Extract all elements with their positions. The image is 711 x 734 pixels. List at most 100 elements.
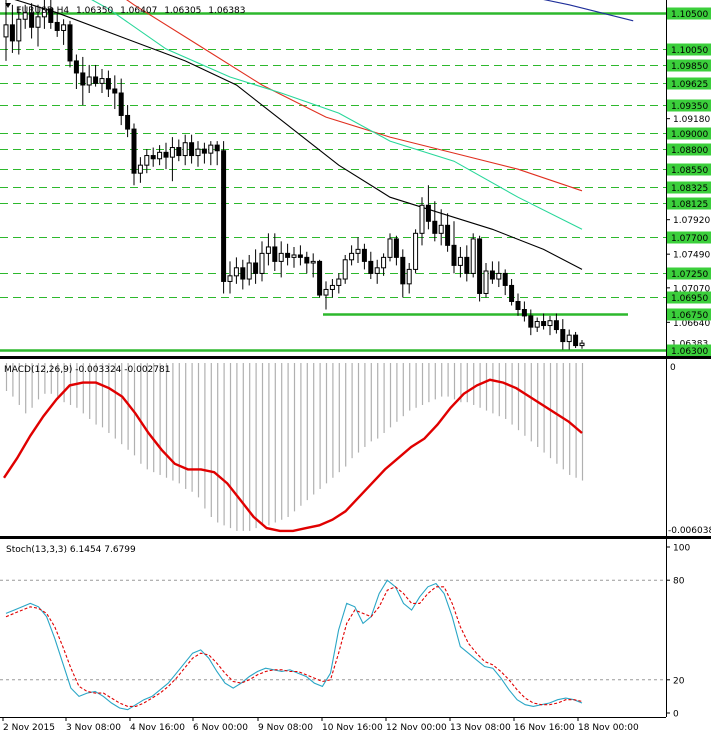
candle	[163, 142, 169, 170]
candle-body	[201, 148, 207, 154]
candle	[259, 241, 265, 282]
candle-body	[566, 334, 572, 343]
time-label: 9 Nov 08:00	[258, 723, 313, 733]
candle	[93, 64, 99, 87]
candle-body	[169, 147, 175, 158]
candle	[144, 149, 150, 174]
ma_long-line	[543, 0, 634, 22]
candle-body	[285, 252, 291, 258]
candle-body	[445, 224, 451, 246]
level-label-text: 1.06950	[671, 294, 708, 304]
candle	[169, 137, 175, 182]
time-label: 18 Nov 00:00	[578, 723, 639, 733]
level-label-text: 1.09000	[671, 130, 708, 140]
level-label-bg	[667, 7, 711, 20]
level-label: 1.08800	[667, 143, 711, 156]
candle	[150, 147, 156, 167]
level-label: 1.09850	[667, 59, 711, 72]
candle-body	[272, 246, 278, 262]
candle	[118, 78, 124, 126]
candle	[560, 319, 566, 350]
candle-body	[176, 147, 182, 157]
candle-body	[16, 18, 22, 42]
candle-body	[233, 267, 239, 277]
level-label-bg	[667, 181, 711, 194]
candle-body	[67, 24, 73, 62]
symbol-label: EURUSD,H4	[16, 6, 69, 16]
candle	[489, 261, 495, 284]
level-label-bg	[667, 267, 711, 280]
candle-body	[189, 142, 195, 157]
candle-body	[86, 76, 92, 86]
candle	[291, 246, 297, 268]
macd-signal-line	[3, 378, 583, 533]
price-panel[interactable]: EURUSD,H4 1.06350 1.06407 1.06305 1.0638…	[0, 0, 666, 356]
candle-body	[464, 256, 470, 274]
macd-panel[interactable]: MACD(12,26,9) -0.003324 -0.002781 0 -0.0…	[3, 363, 711, 536]
candle	[310, 253, 316, 278]
time-label: 12 Nov 00:00	[386, 723, 447, 733]
candle	[112, 75, 118, 110]
candle	[272, 233, 278, 272]
candle-body	[99, 78, 105, 84]
candle	[157, 145, 163, 166]
candle-body	[182, 142, 188, 157]
candle-body	[374, 267, 380, 274]
candle-body	[317, 260, 323, 296]
candle-body	[361, 248, 367, 262]
stoch_main-line	[5, 579, 583, 711]
candle-body	[310, 260, 316, 264]
level-label-text: 1.08800	[671, 146, 708, 156]
candle	[3, 0, 9, 61]
candle	[253, 249, 259, 284]
candle-body	[137, 164, 143, 174]
candle	[80, 56, 86, 106]
panel-separator[interactable]	[0, 536, 711, 539]
level-label-text: 1.07250	[671, 270, 708, 280]
level-label: 1.09350	[667, 99, 711, 112]
candle	[16, 6, 22, 55]
candle	[413, 229, 419, 274]
candle-body	[297, 254, 303, 258]
candle	[521, 301, 527, 322]
stoch-panel[interactable]: Stoch(13,3,3) 6.1454 7.6799 100 80 20 0	[0, 544, 690, 720]
candle	[579, 339, 585, 349]
moving-averages	[14, 0, 634, 270]
candle-body	[323, 288, 329, 296]
level-label-bg	[667, 197, 711, 210]
macd-title: MACD(12,26,9) -0.003324 -0.002781	[4, 365, 170, 375]
candle	[374, 259, 380, 284]
candle-body	[579, 342, 585, 347]
level-label-text: 1.09350	[671, 102, 708, 112]
stoch-tick-label: 0	[673, 710, 679, 720]
macd-tick-zero: 0	[670, 363, 676, 373]
level-label-text: 1.06300	[671, 347, 708, 357]
time-label: 2 Nov 2015	[3, 723, 55, 733]
candle-body	[150, 155, 156, 160]
level-label: 1.10500	[667, 7, 711, 20]
candle	[553, 313, 559, 334]
level-label: 1.08325	[667, 181, 711, 194]
candle-body	[240, 267, 246, 280]
candle	[528, 309, 534, 336]
candle-body	[112, 88, 118, 94]
candle-body	[105, 78, 111, 90]
candle-body	[419, 204, 425, 234]
candle	[35, 4, 41, 47]
candle	[464, 245, 470, 282]
candle-body	[355, 248, 361, 254]
candle-body	[208, 144, 214, 154]
macd-plot	[3, 363, 584, 533]
collapse-arrow-icon[interactable]	[5, 3, 11, 8]
level-label: 1.06750	[667, 308, 711, 321]
time-label: 10 Nov 16:00	[322, 723, 383, 733]
candle-body	[73, 60, 79, 74]
level-label: 1.09625	[667, 77, 711, 90]
candle	[355, 237, 361, 263]
price-panel-area	[0, 0, 666, 356]
candle-body	[553, 320, 559, 331]
candle-body	[368, 260, 374, 274]
candle	[509, 279, 515, 306]
panel-separator[interactable]	[0, 356, 711, 359]
